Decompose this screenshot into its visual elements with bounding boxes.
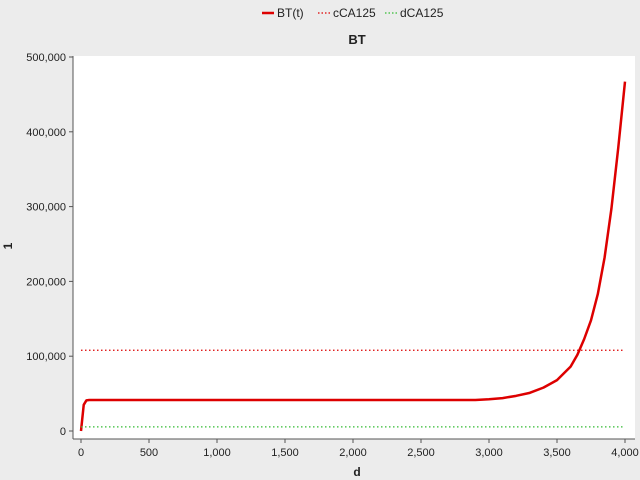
legend-label-bt-t-: BT(t) bbox=[277, 6, 304, 20]
legend-label-cca125: cCA125 bbox=[333, 6, 376, 20]
x-tick-label: 0 bbox=[78, 447, 84, 459]
legend: BT(t) cCA125 dCA125 bbox=[262, 6, 444, 20]
series-layer bbox=[79, 81, 627, 432]
plot-area bbox=[73, 56, 635, 439]
x-tick-label: 500 bbox=[140, 447, 158, 459]
y-axis-title: 1 bbox=[1, 242, 15, 249]
x-tick-label: 3,500 bbox=[543, 447, 571, 459]
y-tick-label: 300,000 bbox=[26, 202, 66, 214]
legend-label-dca125: dCA125 bbox=[400, 6, 444, 20]
y-tick-label: 0 bbox=[60, 426, 66, 438]
x-tick-label: 4,000 bbox=[611, 447, 639, 459]
x-tick-label: 2,500 bbox=[407, 447, 435, 459]
x-tick-label: 1,000 bbox=[203, 447, 231, 459]
axes-layer: 0 500 1,000 1,500 2,000 2,500 3,000 3,500 4,000 0… bbox=[26, 52, 639, 459]
y-tick-label: 500,000 bbox=[26, 52, 66, 64]
y-tick-label: 400,000 bbox=[26, 127, 66, 139]
x-tick-label: 1,500 bbox=[271, 447, 299, 459]
y-tick-label: 100,000 bbox=[26, 351, 66, 363]
x-tick-label: 2,000 bbox=[339, 447, 367, 459]
x-tick-label: 3,000 bbox=[475, 447, 503, 459]
y-tick-label: 200,000 bbox=[26, 276, 66, 288]
x-axis-title: d bbox=[353, 465, 360, 479]
series-line-bt-t- bbox=[79, 81, 627, 432]
chart-title: BT bbox=[348, 32, 365, 47]
